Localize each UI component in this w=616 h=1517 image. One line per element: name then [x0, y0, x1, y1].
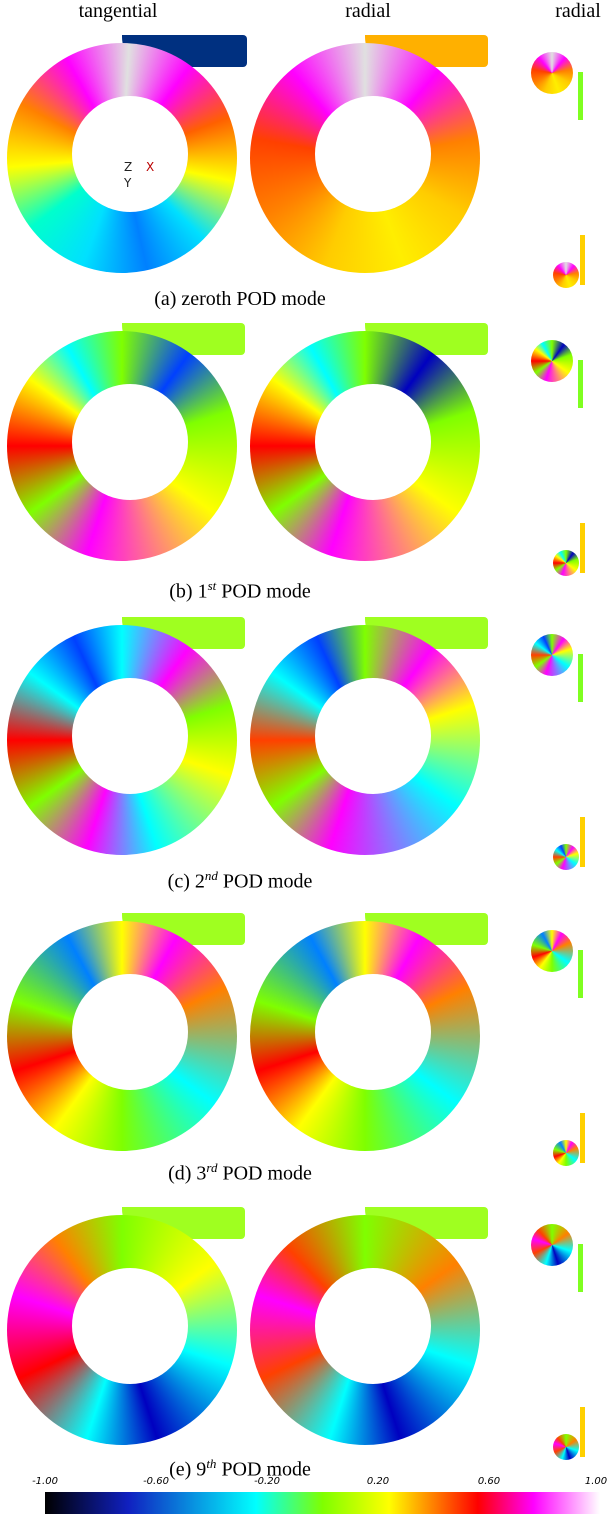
radial-section-stem: [578, 950, 583, 998]
radial-section-stem: [578, 360, 583, 408]
caption-text: POD mode: [217, 1163, 311, 1185]
caption: (e) 9th POD mode: [0, 1456, 480, 1482]
hub: [72, 1268, 188, 1384]
hub: [72, 678, 188, 794]
caption-superscript: st: [208, 578, 217, 593]
radial-section: [531, 634, 573, 676]
radial-section-stem: [580, 1113, 585, 1163]
column-header: radial: [555, 0, 601, 23]
axis-z: Z: [124, 160, 132, 174]
caption-text: (d) 3: [168, 1163, 206, 1185]
caption-text: (e) 9: [169, 1459, 206, 1481]
caption-superscript: rd: [206, 1160, 217, 1175]
radial-section-stem: [580, 235, 585, 285]
caption-superscript: th: [206, 1456, 216, 1471]
radial-section-stem: [580, 523, 585, 573]
page: tangential radial radial (a) zeroth POD …: [0, 0, 616, 1517]
column-header: radial: [345, 0, 391, 23]
caption-superscript: nd: [205, 868, 218, 883]
radial-section: [531, 52, 573, 94]
colorbar-tick-label: -0.20: [254, 1476, 280, 1487]
hub: [72, 96, 188, 212]
caption-text: (a) zeroth POD mode: [154, 288, 326, 310]
colorbar-tick-label: 0.60: [478, 1476, 500, 1487]
axis-x: X: [146, 160, 154, 174]
colorbar-tick-label: 1.00: [585, 1476, 607, 1487]
radial-section-stem: [580, 817, 585, 867]
radial-section: [531, 930, 573, 972]
hub: [72, 974, 188, 1090]
colorbar-tick-label: -0.60: [143, 1476, 169, 1487]
caption: (d) 3rd POD mode: [0, 1160, 480, 1186]
radial-section: [553, 550, 579, 576]
colorbar-tick-label: 0.20: [367, 1476, 389, 1487]
hub: [315, 678, 431, 794]
radial-section: [553, 844, 579, 870]
hub: [315, 974, 431, 1090]
radial-section: [531, 1224, 573, 1266]
radial-section-stem: [578, 1244, 583, 1292]
caption-text: (b) 1: [169, 581, 207, 603]
radial-section-stem: [580, 1407, 585, 1457]
caption: (b) 1st POD mode: [0, 578, 480, 604]
hub: [315, 96, 431, 212]
colorbar: [45, 1492, 600, 1514]
radial-section-stem: [578, 72, 583, 120]
axis-y: Y: [124, 176, 131, 190]
radial-section: [553, 1140, 579, 1166]
column-header: tangential: [79, 0, 158, 23]
radial-section: [553, 1434, 579, 1460]
hub: [315, 1268, 431, 1384]
caption-text: POD mode: [216, 581, 310, 603]
caption-text: POD mode: [218, 871, 312, 893]
radial-section-stem: [578, 654, 583, 702]
hub: [315, 384, 431, 500]
hub: [72, 384, 188, 500]
caption: (c) 2nd POD mode: [0, 868, 480, 894]
radial-section: [531, 340, 573, 382]
caption: (a) zeroth POD mode: [0, 288, 480, 311]
caption-text: (c) 2: [168, 871, 205, 893]
colorbar-tick-label: -1.00: [32, 1476, 58, 1487]
radial-section: [553, 262, 579, 288]
